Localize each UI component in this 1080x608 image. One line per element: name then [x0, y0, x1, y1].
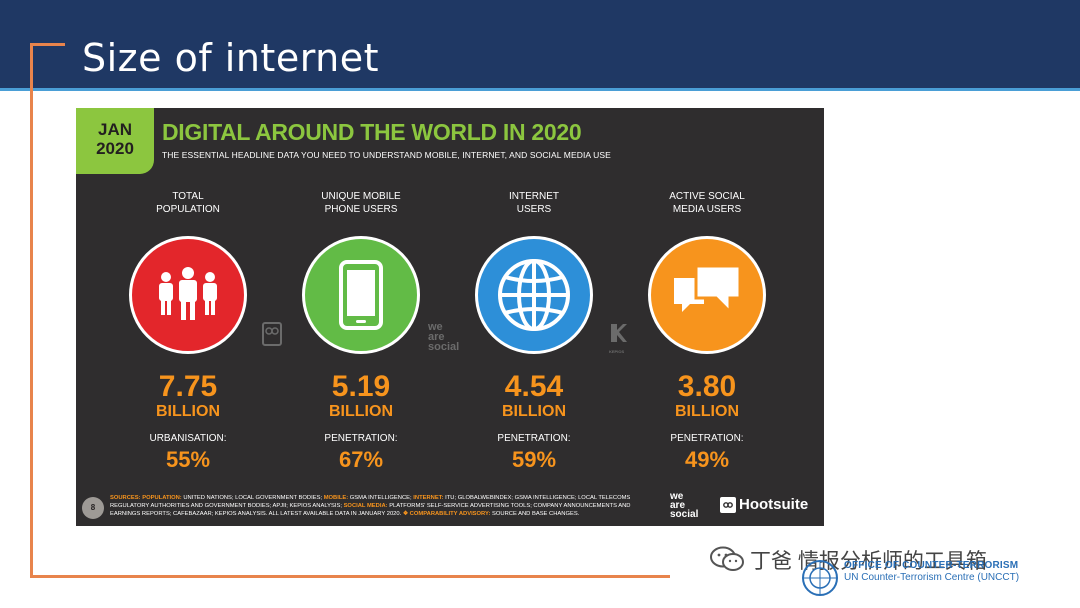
stat-unit: BILLION: [156, 403, 220, 420]
stat-mobile-users: UNIQUE MOBILE PHONE USERS 5.19 BILLION P…: [275, 190, 447, 472]
infographic-title: DIGITAL AROUND THE WORLD IN 2020: [162, 119, 582, 145]
wechat-icon: [710, 546, 744, 578]
stat-label: TOTAL POPULATION: [156, 191, 220, 215]
stat-value: 7.75: [158, 370, 218, 403]
frame-bracket-top: [30, 43, 65, 46]
owl-icon: [720, 496, 736, 513]
infographic-subtitle: THE ESSENTIAL HEADLINE DATA YOU NEED TO …: [162, 150, 611, 160]
header-band: [0, 0, 1080, 90]
stat-label: ACTIVE SOCIAL MEDIA USERS: [669, 191, 745, 215]
stat-sub-value: 59%: [511, 447, 557, 472]
frame-bracket-bottom: [30, 575, 670, 578]
hootsuite-logo: Hootsuite: [720, 496, 808, 513]
stat-label: INTERNET USERS: [509, 191, 559, 215]
badge-month: JAN: [97, 120, 132, 139]
header-accent-line: [0, 88, 1080, 91]
stat-sub-label: URBANISATION:: [149, 433, 227, 444]
stat-internet-users: INTERNET USERS 4.54 BILLION PENETRATION:…: [448, 190, 620, 472]
stat-value: 5.19: [331, 370, 391, 403]
stat-sub-value: 49%: [684, 447, 730, 472]
badge-year: 2020: [96, 139, 134, 158]
date-badge: JAN 2020: [76, 108, 154, 174]
kepios-logo: KEPIOS: [609, 322, 627, 354]
speech-bubbles-icon: [648, 236, 766, 354]
globe-icon: [475, 236, 593, 354]
slide-title: Size of internet: [82, 36, 380, 80]
we-are-social-logo: we are social: [670, 491, 699, 520]
organization-centre: UN Counter-Terrorism Centre (UNCCT): [844, 572, 1020, 583]
stat-unit: BILLION: [675, 403, 739, 420]
infographic-image: JAN 2020 DIGITAL AROUND THE WORLD IN 202…: [76, 108, 824, 526]
stat-sub-label: PENETRATION:: [324, 433, 398, 444]
stat-unit: BILLION: [329, 403, 393, 420]
organization-name: OFFICE OF COUNTER-TERRORISM: [844, 560, 1019, 571]
stat-value: 4.54: [504, 370, 564, 403]
stat-value: 3.80: [677, 370, 737, 403]
mobile-phone-icon: [302, 236, 420, 354]
hootsuite-owl-icon: [262, 322, 282, 351]
people-icon: [129, 236, 247, 354]
stat-total-population: TOTAL POPULATION 7.75 BILLION URBANISATI…: [102, 190, 274, 472]
sources-text: SOURCES: POPULATION: UNITED NATIONS; LOC…: [110, 495, 631, 517]
stat-sub-value: 55%: [165, 447, 211, 472]
page-number: 8: [82, 497, 104, 519]
wechat-watermark: 丁爸 情报分析师的工具箱: [710, 545, 987, 578]
we-are-social-logo-small: we are social: [428, 321, 460, 353]
stat-social-media-users: ACTIVE SOCIAL MEDIA USERS 3.80 BILLION P…: [621, 190, 793, 472]
stat-sub-value: 67%: [338, 447, 384, 472]
un-emblem-icon: [800, 558, 840, 603]
frame-bracket-left: [30, 43, 33, 578]
stat-sub-label: PENETRATION:: [497, 433, 571, 444]
stat-label: UNIQUE MOBILE PHONE USERS: [321, 191, 401, 215]
stat-sub-label: PENETRATION:: [670, 433, 744, 444]
organization-logo: OFFICE OF COUNTER-TERRORISM UN Counter-T…: [800, 560, 1020, 596]
stat-unit: BILLION: [502, 403, 566, 420]
